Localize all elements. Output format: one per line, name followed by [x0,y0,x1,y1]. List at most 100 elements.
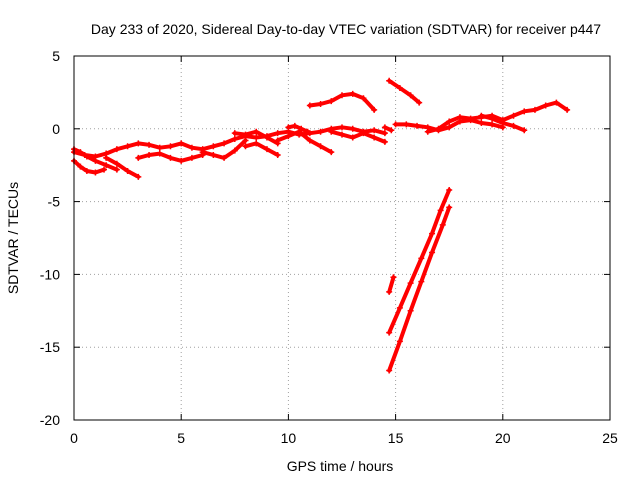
data-point [499,119,506,126]
data-point [418,255,425,262]
x-tick-label: 25 [602,430,618,446]
data-point [285,124,292,131]
data-point [167,154,174,161]
data-point [396,304,403,311]
data-point [274,137,281,144]
data-point [381,130,388,137]
data-point [446,124,453,131]
data-series-16 [386,186,453,336]
x-tick-label: 20 [495,430,511,446]
data-series-19 [424,99,571,135]
data-point [210,152,217,159]
x-tick-label: 10 [281,430,297,446]
data-point [92,169,99,176]
data-point [178,157,185,164]
data-series-8 [242,140,281,159]
data-point [429,249,436,256]
data-point [253,134,260,141]
data-point [92,157,99,164]
data-point [429,230,436,237]
data-point [291,122,298,129]
data-point [156,144,163,151]
data-point [407,92,414,99]
data-point [328,98,335,105]
data-series-15 [386,274,397,295]
data-point [381,138,388,145]
y-tick-label: -10 [40,266,60,282]
data-point [298,125,305,132]
x-axis-label: GPS time / hours [287,458,394,474]
data-point [101,166,108,173]
x-axis-ticks: 0 5 10 15 20 25 [70,56,618,446]
data-point [396,338,403,345]
data-point [242,137,249,144]
data-point [371,134,378,141]
data-point [339,92,345,99]
data-point [304,128,311,135]
data-point [317,128,324,135]
data-point [188,154,195,161]
data-point [146,152,153,159]
data-series-3 [71,157,108,176]
y-tick-label: -20 [40,412,60,428]
data-point [418,278,425,285]
data-point [210,143,217,150]
data-series-6 [199,137,249,161]
data-point [446,186,453,193]
data-point [317,143,324,150]
data-point [285,133,292,140]
data-point [124,168,131,175]
data-point [188,144,195,151]
y-axis-ticks: 5 0 -5 -10 -15 -20 [40,48,610,428]
data-point [124,143,131,150]
data-point [564,106,571,113]
data-point [407,307,414,314]
data-series-12 [306,90,378,113]
data-point [349,125,356,132]
data-point [388,127,395,134]
data-point [231,130,238,137]
y-tick-label: -5 [48,194,61,210]
y-tick-label: -15 [40,339,60,355]
data-series-17 [386,204,453,374]
data-point [113,146,120,153]
data-series-11 [328,128,388,145]
data-point [328,149,335,156]
data-point [478,112,485,119]
data-series-5 [135,150,206,164]
series-trace [275,129,334,155]
data-point [478,119,485,126]
data-point [392,121,399,128]
data-point [135,154,142,161]
data-point [371,127,378,134]
data-point [510,112,517,119]
data-point [253,128,260,135]
series-trace [104,155,141,179]
data-point [553,99,560,106]
data-point [167,143,174,150]
data-point [386,77,393,84]
data-point [221,140,228,147]
data-point [178,140,185,147]
data-point [386,288,393,295]
data-point [113,166,120,173]
data-point [306,102,313,109]
data-point [467,115,474,122]
data-series-20 [478,112,528,134]
series-trace [387,205,452,373]
chart-title: Day 233 of 2020, Sidereal Day-to-day VTE… [91,21,601,37]
data-point [77,149,84,156]
plot-frame [73,55,611,421]
y-tick-label: 0 [52,121,60,137]
data-point [253,140,260,147]
data-point [77,163,84,170]
data-point [83,153,90,160]
data-point [135,173,142,180]
data-point [510,122,517,129]
x-tick-label: 5 [177,430,185,446]
data-point [113,160,120,167]
data-point [349,90,356,97]
data-point [439,221,446,228]
data-point [135,140,142,147]
